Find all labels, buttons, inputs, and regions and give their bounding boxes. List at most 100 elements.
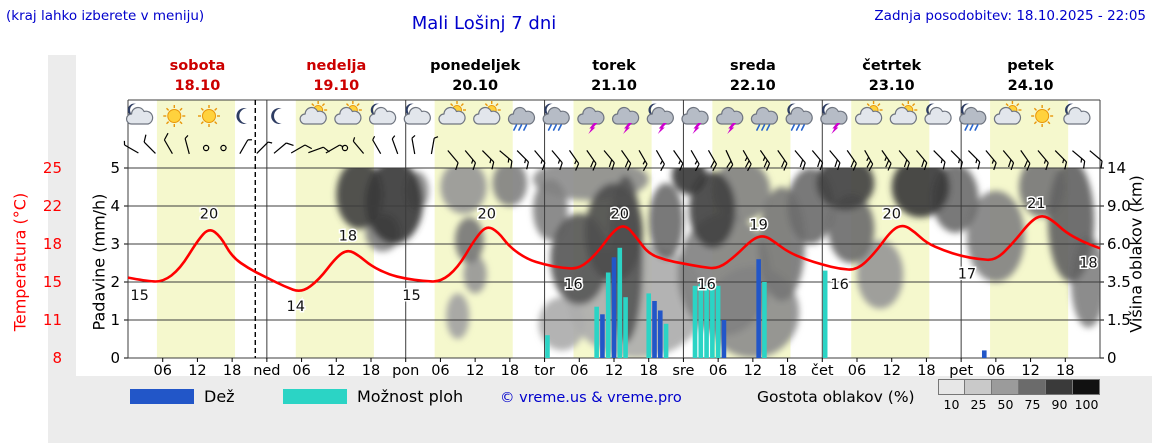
cloud-icon [369, 106, 397, 125]
weather-icons-row [126, 101, 1091, 134]
cloud-cover-value: 90 [1051, 397, 1068, 412]
cloud-cover-swatch [1073, 379, 1100, 395]
wind-barb [1054, 150, 1068, 170]
rain-bar [721, 320, 727, 358]
wind-barbs-row [123, 132, 1103, 172]
rain-icon [964, 124, 969, 131]
weather-icon-cloud-thunder [577, 106, 605, 134]
moon-icon [271, 108, 282, 124]
wind-barb [202, 144, 210, 152]
temperature-tick: 15 [43, 273, 62, 291]
temperature-tick: 8 [52, 349, 62, 367]
precipitation-tick: 3 [110, 235, 120, 253]
showers-bar [692, 285, 698, 358]
temperature-labels: 15 20 14 18 15 20 16 20 16 19 16 20 17 21 18 [129, 194, 1099, 316]
weather-icon-cloud-moon-thunder [646, 103, 674, 134]
wind-barb [256, 141, 273, 154]
weather-icon-sun [1031, 105, 1054, 127]
day-date: 18.10 [174, 78, 220, 94]
temperature-tick: 18 [43, 235, 62, 253]
day-abbrev-label: čet [811, 363, 834, 379]
wind-barb [794, 150, 806, 171]
precipitation-tick: 0 [110, 349, 120, 367]
copyright-link[interactable]: © vreme.us & vreme.pro [500, 390, 682, 406]
cloud-icon [612, 106, 640, 125]
wind-barb [950, 150, 963, 170]
temperature-label: 20 [882, 207, 900, 223]
moon-icon [236, 108, 247, 124]
time-tick-label: 06 [292, 363, 310, 379]
temperature-tick: 11 [43, 311, 62, 329]
cloud-height-tick: 9.0 [1107, 197, 1131, 215]
time-tick-label: 18 [1056, 363, 1074, 379]
last-update: Zadnja posodobitev: 18.10.2025 - 22:05 [874, 8, 1146, 24]
wind-barb [846, 150, 857, 171]
cloud-icon [438, 106, 466, 125]
time-tick-label: 06 [709, 363, 727, 379]
cloud-height-tick: 1.5 [1107, 311, 1131, 329]
cloud-cover-legend-label: Gostota oblakov (%) [757, 388, 915, 406]
day-abbrev-label: ned [253, 363, 280, 379]
wind-barb [220, 144, 227, 152]
rain-icon [518, 124, 523, 131]
rain-bar [981, 350, 987, 358]
day-abbrev-label: tor [534, 363, 555, 379]
x-axis: 06 12 18 06 12 18 ned 06 12 18 pon 06 12 18 tor 06 12 18 s… [153, 358, 1075, 379]
cloud-icon [716, 106, 744, 125]
temperature-axis-label: Temperatura (°C) [10, 192, 30, 332]
rain-legend-swatch [130, 389, 194, 404]
cloud-icon [924, 106, 952, 125]
sun-icon [198, 105, 220, 127]
temperature-curve [127, 215, 1101, 292]
rain-icon [557, 124, 562, 131]
time-tick-label: 12 [882, 363, 900, 379]
rain-icon [513, 124, 518, 131]
temperature-label: 20 [477, 207, 495, 223]
time-tick-label: 06 [848, 363, 866, 379]
weather-icon-sun-cloud [855, 101, 883, 125]
weather-icon-cloud-moon [369, 103, 397, 125]
day-abbrev-label: pet [949, 363, 973, 379]
wind-barb [1072, 150, 1086, 169]
weather-icon-cloud-moon [1063, 103, 1091, 125]
cloud-icon [542, 106, 570, 125]
moon-icon [405, 103, 414, 117]
rain-bar [756, 259, 761, 358]
sun-icon [163, 105, 186, 127]
moon-icon [1065, 103, 1074, 117]
weather-icon-cloud-moon-rain [785, 103, 813, 131]
weather-icon-cloud-thunder [716, 106, 744, 134]
weather-icon-sun-cloud [438, 101, 466, 125]
time-tick-label: 06 [153, 363, 171, 379]
weather-icon-cloud-moon [403, 103, 431, 125]
cloud-icon [855, 106, 883, 125]
showers-legend-label: Možnost ploh [357, 387, 464, 406]
wind-barb [811, 150, 824, 171]
cloud-cover-swatch [1019, 379, 1046, 395]
cloud-cover-step: 50 [992, 379, 1019, 412]
weather-icon-cloud-thunder [612, 106, 640, 134]
weather-icon-sun-cloud [473, 101, 501, 125]
temperature-label: 18 [1079, 255, 1097, 271]
precipitation-bars [545, 247, 987, 358]
showers-bar [545, 335, 550, 358]
time-tick-label: 18 [778, 363, 796, 379]
day-name: ponedeljek [430, 58, 520, 74]
weather-icon-cloud-moon-thunder [820, 103, 848, 134]
day-date: 23.10 [869, 78, 915, 94]
wind-barb [239, 139, 252, 155]
day-date: 20.10 [452, 78, 498, 94]
wind-barb [933, 150, 946, 170]
wind-barb [898, 150, 910, 171]
wind-barb [690, 149, 700, 172]
time-tick-label: 18 [223, 363, 241, 379]
precipitation-tick: 2 [110, 273, 120, 291]
temperature-label: 21 [1027, 196, 1045, 212]
precipitation-tick: 4 [110, 197, 120, 215]
temperature-label: 16 [697, 277, 715, 293]
cloud-icon [334, 106, 362, 125]
temperature-label: 14 [287, 299, 305, 315]
moon-icon [822, 103, 831, 117]
